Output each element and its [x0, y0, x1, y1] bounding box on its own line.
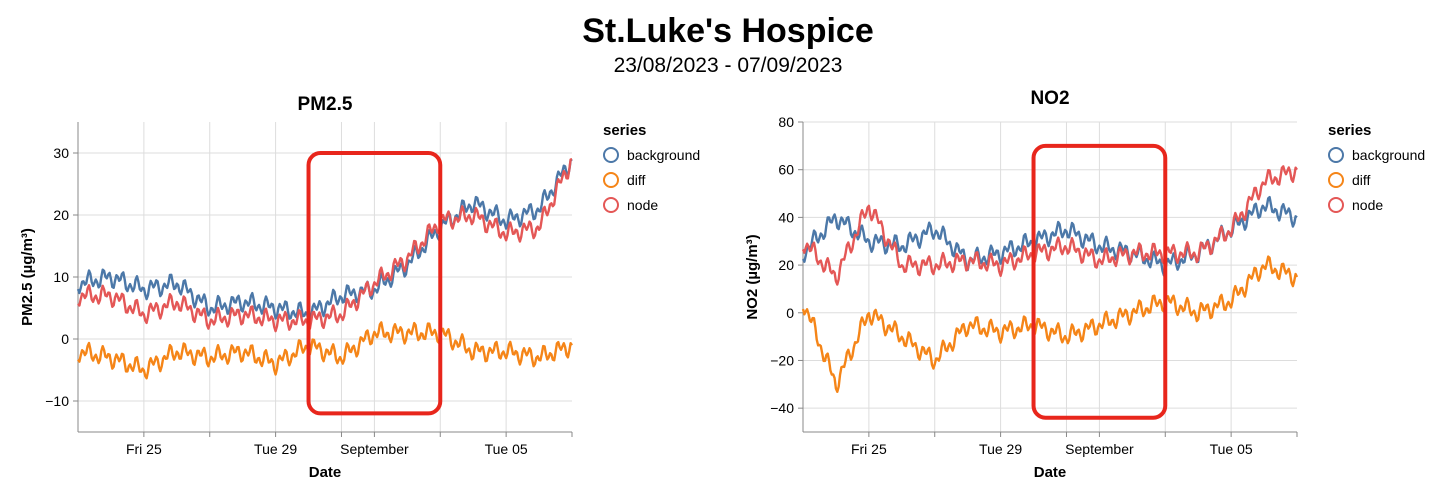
series-line-node [77, 158, 573, 333]
legend-symbol-background [1328, 147, 1344, 163]
x-tick-label: Fri 25 [126, 441, 162, 457]
y-tick-label: 60 [778, 162, 794, 178]
chart-title: PM2.5 [298, 94, 353, 115]
series-line-diff [801, 255, 1299, 393]
x-axis-title: Date [309, 464, 342, 481]
legend-title: series [603, 122, 646, 139]
y-tick-label: 40 [778, 209, 794, 225]
y-tick-label: 30 [53, 145, 69, 161]
x-tick-label: Tue 05 [1210, 441, 1253, 457]
legend-symbol-diff [1328, 172, 1344, 188]
y-tick-label: 80 [778, 114, 794, 130]
x-tick-label: Fri 25 [851, 441, 887, 457]
x-axis-title: Date [1034, 464, 1067, 481]
legend-symbol-diff [603, 172, 619, 188]
legend-symbol-node [1328, 197, 1344, 213]
x-tick-label: Tue 05 [485, 441, 528, 457]
y-tick-label: 0 [786, 305, 794, 321]
highlight-box [1031, 143, 1168, 420]
y-tick-label: 20 [778, 257, 794, 273]
figure-subtitle: 23/08/2023 - 07/09/2023 [613, 54, 843, 77]
legend-label-node: node [627, 197, 658, 213]
x-tick-label: September [340, 441, 409, 457]
series-line-diff [77, 321, 573, 380]
y-tick-label: −20 [770, 352, 794, 368]
y-axis-title: PM2.5 (µg/m³) [19, 228, 36, 326]
x-tick-label: Tue 29 [979, 441, 1022, 457]
legend-label-diff: diff [627, 172, 646, 188]
legend-label-node: node [1352, 197, 1383, 213]
y-tick-label: 20 [53, 207, 69, 223]
legend-title: series [1328, 122, 1371, 139]
legend: series background diff node [603, 122, 700, 213]
y-tick-label: 0 [61, 331, 69, 347]
figure-title: St.Luke's Hospice [582, 12, 874, 50]
y-tick-label: 10 [53, 269, 69, 285]
legend-label-diff: diff [1352, 172, 1371, 188]
y-tick-label: −40 [770, 400, 794, 416]
legend-label-background: background [1352, 147, 1425, 163]
chart-title: NO2 [1030, 88, 1069, 109]
legend: series background diff node [1328, 122, 1425, 213]
chart-panel-no2: 80 60 40 20 0 −20 −40 Fri 25 Tue 29 September Tue … [744, 88, 1425, 481]
legend-symbol-background [603, 147, 619, 163]
chart-panel-pm25: 30 20 10 0 −10 Fri 25 Tue 29 September Tue 05 PM2… [19, 94, 700, 481]
series-line-background [76, 158, 573, 325]
series-line-node [801, 165, 1298, 286]
y-axis-title: NO2 (µg/m³) [744, 234, 761, 319]
y-tick-label: −10 [45, 393, 69, 409]
highlight-box [306, 151, 443, 416]
x-tick-label: September [1065, 441, 1134, 457]
legend-symbol-node [603, 197, 619, 213]
legend-label-background: background [627, 147, 700, 163]
x-tick-label: Tue 29 [254, 441, 297, 457]
